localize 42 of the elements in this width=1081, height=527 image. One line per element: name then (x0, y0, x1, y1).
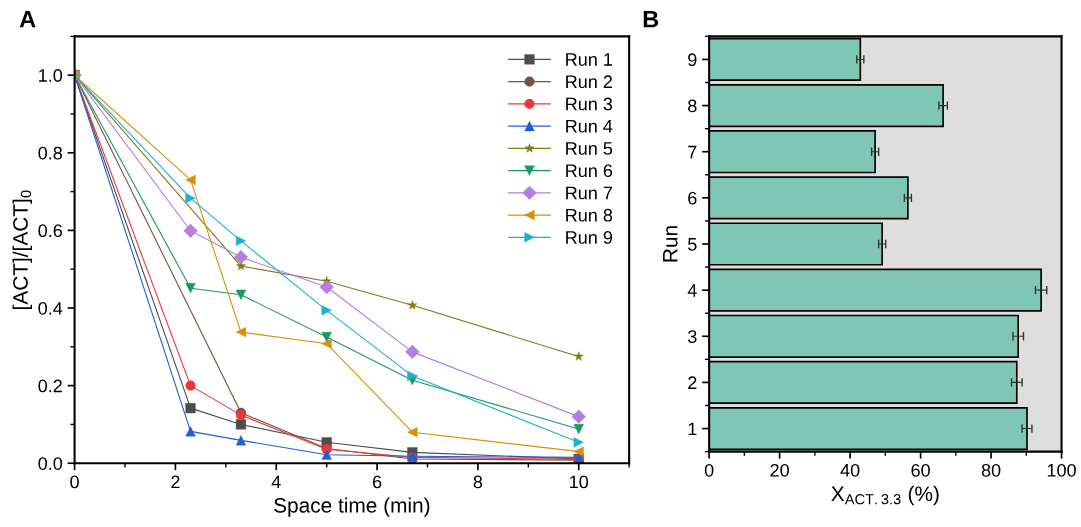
chart-title: A (19, 10, 36, 28)
y-tick-label: 7 (688, 145, 697, 159)
legend-label: Run 1 (566, 53, 613, 66)
y-tick-label: 4 (687, 284, 697, 297)
x-tick-label: 80 (981, 463, 1001, 477)
legend-label: Run 2 (566, 75, 612, 89)
y-tick-label: 0.0 (38, 457, 63, 470)
y-axis-title: Run (663, 226, 678, 262)
x-tick-label: 60 (911, 463, 930, 477)
y-tick-label: 1.0 (39, 69, 63, 82)
x-tick-label: 10 (570, 475, 589, 489)
legend-label: Run 7 (566, 186, 612, 200)
x-tick-label: 40 (840, 463, 860, 477)
y-axis-title: [ACT]/[ACT]$_{0}$ (12, 190, 32, 309)
y-tick-label: 0.4 (38, 301, 63, 315)
y-tick-label: 0.8 (38, 146, 62, 160)
x-tick-label: 20 (770, 463, 789, 477)
y-tick-label: 0.2 (38, 379, 62, 393)
x-tick-label: 4 (271, 475, 281, 489)
y-tick-label: 5 (688, 238, 697, 251)
y-tick-label: 6 (688, 191, 697, 205)
y-tick-label: 9 (688, 53, 697, 67)
y-tick-label: 8 (688, 99, 697, 113)
legend-label: Run 4 (566, 120, 613, 133)
legend-label: Run 6 (566, 164, 613, 178)
x-tick-label: 8 (473, 475, 483, 489)
x-tick-label: 100 (1047, 463, 1076, 477)
y-tick-label: 3 (687, 330, 697, 343)
y-tick-label: 0.6 (38, 224, 62, 238)
legend-label: Run 5 (566, 142, 613, 155)
legend-label: Run 9 (566, 231, 613, 244)
x-tick-label: 0 (70, 475, 79, 489)
legend-label: Run 3 (566, 97, 613, 111)
x-tick-label: 6 (372, 475, 382, 489)
x-axis-title: Space time (min) (274, 497, 430, 517)
x-tick-label: 2 (171, 475, 180, 489)
y-tick-label: 1 (688, 422, 697, 436)
chart-title: B (643, 11, 659, 28)
legend-label: Run 8 (566, 208, 613, 222)
y-tick-label: 2 (688, 376, 697, 389)
x-axis-title: X$_{ACT.3.3}$ (%) (831, 485, 939, 506)
x-tick-label: 0 (704, 463, 714, 477)
